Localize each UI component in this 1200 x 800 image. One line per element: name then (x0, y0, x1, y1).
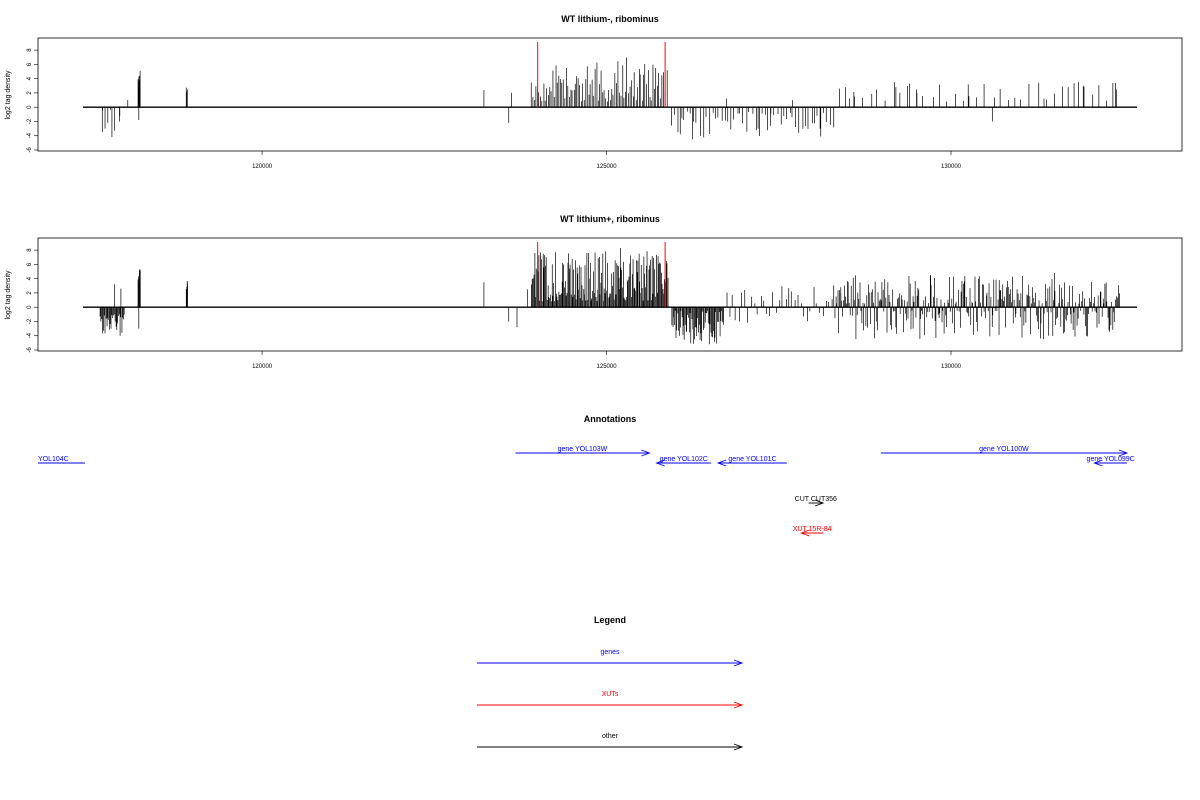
y-tick-label: 2 (27, 291, 33, 295)
legend-label: other (602, 733, 619, 740)
legend-title: Legend (594, 615, 626, 625)
arrow-head (733, 743, 744, 751)
x-tick-label: 130000 (941, 364, 962, 370)
y-tick-label: 4 (27, 76, 33, 80)
legend-label: XUTs (602, 691, 619, 698)
x-tick-label: 125000 (597, 164, 618, 170)
arrow-head (1118, 449, 1129, 457)
red-markers-lithium-plus (537, 242, 666, 308)
y-axis-label-lithium-plus: log2 tag density (5, 270, 12, 320)
arrow-head (716, 459, 727, 467)
y-tick-label: -2 (27, 318, 33, 324)
plot-panel-lithium-plus: WT lithium+, ribominus log2 tag density … (5, 214, 1183, 370)
plot-frame-lithium-minus (37, 37, 1183, 152)
feature-label: gene YOL099C (1087, 456, 1135, 463)
y-tick-label: 4 (27, 276, 33, 280)
annotations-title: Annotations (584, 414, 637, 424)
y-tick-label: 6 (27, 62, 33, 66)
y-tick-label: -6 (27, 347, 33, 353)
feature-label: gene YOL100W (979, 446, 1029, 453)
red-markers-lithium-minus (537, 42, 666, 108)
feature-label: YOL104C (38, 456, 69, 463)
x-tick-label: 120000 (252, 364, 273, 370)
arrow-head (733, 701, 744, 709)
y-axis-label-lithium-minus: log2 tag density (5, 70, 12, 120)
axes-lithium-minus: -6 -4 -2 0 2 4 6 8 120000 125000 130000 (27, 48, 1137, 170)
feature-label: gene YOL103W (558, 446, 608, 453)
feature-label: XUT 15R-84 (793, 526, 832, 533)
feature-label: gene YOL101C (728, 456, 776, 463)
arrow-head (655, 459, 665, 467)
x-tick-label: 130000 (941, 164, 962, 170)
y-tick-label: 8 (27, 248, 33, 252)
data-bars-lithium-plus (99, 247, 1120, 345)
arrow-head (814, 499, 825, 507)
plot-title-lithium-minus: WT lithium-, ribominus (561, 14, 659, 24)
annotation-features: YOL104C gene YOL103W gene YOL102C gene YOL1… (38, 446, 1135, 537)
legend-panel: Legend genes XUTs other (477, 615, 744, 751)
legend-label: genes (600, 649, 620, 656)
plot-panel-lithium-minus: WT lithium-, ribominus log2 tag density … (5, 14, 1183, 170)
annotations-panel: Annotations YOL104C gene YOL103W gene YOL1… (38, 414, 1135, 537)
y-tick-label: -4 (27, 132, 33, 138)
x-tick-label: 125000 (597, 364, 618, 370)
y-tick-label: 0 (27, 105, 33, 109)
arrow-head (800, 529, 810, 537)
legend-items: genes XUTs other (477, 649, 744, 751)
y-tick-label: -6 (27, 147, 33, 153)
plot-title-lithium-plus: WT lithium+, ribominus (560, 214, 660, 224)
x-tick-label: 120000 (252, 164, 273, 170)
feature-label: CUT CUT356 (795, 496, 837, 503)
feature-label: gene YOL102C (660, 456, 708, 463)
y-tick-label: 6 (27, 262, 33, 266)
y-tick-label: 8 (27, 48, 33, 52)
y-tick-label: 2 (27, 91, 33, 95)
y-tick-label: 0 (27, 305, 33, 309)
arrow-head (733, 659, 744, 667)
data-bars-lithium-minus (101, 57, 1117, 140)
y-tick-label: -4 (27, 332, 33, 338)
plot-frame-lithium-plus (37, 237, 1183, 352)
y-tick-label: -2 (27, 118, 33, 124)
arrow-head (1093, 459, 1103, 467)
arrow-head (641, 449, 651, 457)
